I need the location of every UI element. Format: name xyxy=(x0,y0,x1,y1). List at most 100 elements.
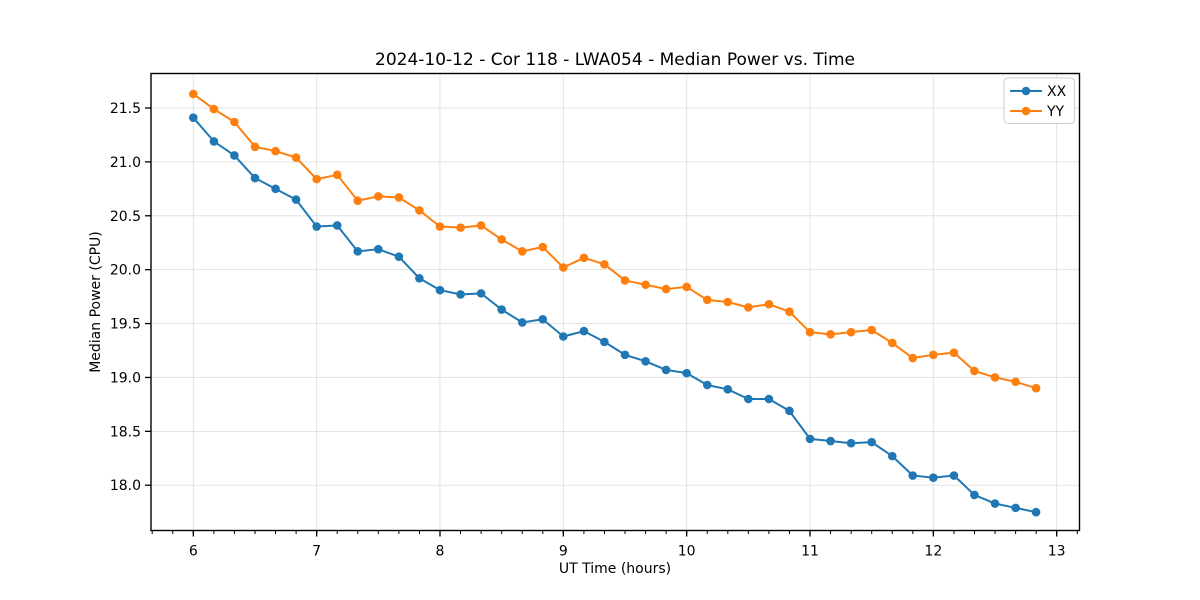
y-tick-label: 18.5 xyxy=(110,424,141,440)
data-point xyxy=(394,252,404,262)
data-point xyxy=(970,366,979,376)
grid-lines xyxy=(151,73,1080,531)
data-point xyxy=(620,276,630,285)
data-point xyxy=(353,196,363,205)
data-point xyxy=(538,242,548,252)
data-point xyxy=(990,499,1000,508)
data-point xyxy=(744,394,753,404)
legend-sample-marker xyxy=(1021,106,1031,116)
data-point xyxy=(929,473,938,482)
legend-box xyxy=(1003,77,1075,124)
data-point xyxy=(435,285,445,295)
data-point xyxy=(682,282,691,292)
data-point xyxy=(415,206,424,215)
data-point xyxy=(785,307,794,317)
data-point xyxy=(1031,383,1041,393)
data-point xyxy=(1011,503,1020,513)
data-point xyxy=(805,327,815,337)
data-point xyxy=(702,380,712,390)
data-point xyxy=(579,253,589,263)
data-point xyxy=(805,434,815,444)
plot-border xyxy=(150,72,1081,532)
legend-sample-marker xyxy=(1021,86,1031,96)
x-tick-label: 9 xyxy=(559,544,568,560)
data-point xyxy=(908,353,918,363)
series-YY-line xyxy=(192,93,1037,390)
data-point xyxy=(723,385,733,394)
data-point xyxy=(579,326,589,336)
y-tick-label: 19.5 xyxy=(110,317,141,333)
data-point xyxy=(476,221,486,230)
data-point xyxy=(764,394,774,404)
y-tick-label: 19.0 xyxy=(110,370,141,386)
x-tick-label: 12 xyxy=(924,544,942,560)
data-point xyxy=(230,151,239,160)
data-point xyxy=(517,318,527,327)
data-point xyxy=(497,305,506,314)
data-point xyxy=(353,247,363,256)
data-point xyxy=(1011,377,1020,387)
data-point xyxy=(312,222,321,231)
y-tick-label: 20.5 xyxy=(110,209,141,225)
data-point xyxy=(435,222,445,231)
data-point xyxy=(271,146,280,156)
data-point xyxy=(271,184,280,194)
data-point xyxy=(517,247,527,256)
x-tick-label: 11 xyxy=(801,544,819,560)
x-tick-label: 7 xyxy=(312,544,321,560)
data-point xyxy=(764,299,774,309)
x-tick-label: 8 xyxy=(436,544,445,560)
data-point xyxy=(949,471,959,480)
y-tick-label: 21.0 xyxy=(110,155,141,171)
data-point xyxy=(476,289,486,298)
data-point xyxy=(497,235,506,244)
data-point xyxy=(661,284,671,294)
data-point xyxy=(374,192,383,201)
data-point xyxy=(209,104,219,114)
data-point xyxy=(1031,507,1041,517)
data-point xyxy=(456,223,465,232)
data-point xyxy=(846,327,856,337)
data-point xyxy=(620,350,630,360)
data-point xyxy=(291,153,301,162)
data-point xyxy=(887,338,897,348)
data-point xyxy=(867,325,876,335)
legend-entry-label: XX xyxy=(1047,84,1067,100)
chart-title: 2024-10-12 - Cor 118 - LWA054 - Median P… xyxy=(375,50,855,70)
data-point xyxy=(661,365,671,375)
data-point xyxy=(600,337,609,347)
data-series xyxy=(189,89,1041,517)
x-axis-label: UT Time (hours) xyxy=(559,561,671,577)
y-tick-label: 18.0 xyxy=(110,478,141,494)
y-tick-label: 21.5 xyxy=(110,101,141,117)
data-point xyxy=(970,490,979,500)
data-point xyxy=(209,137,219,146)
data-point xyxy=(394,193,404,202)
series-XX-markers xyxy=(189,113,1041,517)
data-point xyxy=(415,273,424,283)
data-point xyxy=(826,330,835,339)
x-tick-label: 10 xyxy=(678,544,696,560)
data-point xyxy=(456,290,465,299)
data-point xyxy=(641,356,650,366)
data-point xyxy=(887,451,897,461)
data-point xyxy=(682,368,691,378)
data-point xyxy=(990,373,1000,382)
data-point xyxy=(641,280,650,290)
x-tick-label: 13 xyxy=(1048,544,1066,560)
data-point xyxy=(949,348,959,357)
axes-spines xyxy=(150,72,1081,532)
data-point xyxy=(332,170,342,180)
data-point xyxy=(250,173,260,183)
axis-ticks: 6 7 8 9 10 11 12 13 18.0 18.5 19.0 19.5 20.0 20.5 21.0… xyxy=(110,101,1078,560)
data-point xyxy=(312,174,321,184)
data-point xyxy=(250,142,260,152)
data-point xyxy=(785,406,794,416)
series-YY-markers xyxy=(189,89,1041,393)
data-point xyxy=(291,195,301,204)
data-point xyxy=(702,295,712,305)
legend: XX YY xyxy=(1003,77,1075,124)
data-point xyxy=(559,332,568,341)
